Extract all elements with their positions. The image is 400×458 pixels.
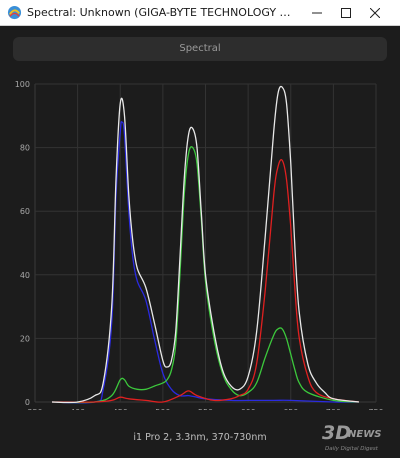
series-line: [51, 85, 359, 404]
watermark-tagline: Daily Digital Digest: [325, 446, 378, 452]
x-tick-label: 550: [198, 408, 213, 410]
maximize-icon: [341, 8, 351, 18]
window-client: Spectral 0 20 40 60 80 100 350 400 450 500 550 600…: [0, 27, 400, 458]
y-tick-label: 40: [20, 271, 30, 280]
x-tick-label: 650: [283, 408, 298, 410]
tab-spectral[interactable]: Spectral: [13, 37, 387, 61]
title-bar: Spectral: Unknown (GIGA-BYTE TECHNOLOGY …: [0, 0, 400, 26]
spectral-chart: 0 20 40 60 80 100 350 400 450 500 550 600 650 700 750: [15, 80, 384, 410]
x-tick-label: 450: [113, 408, 128, 410]
y-tick-label: 80: [20, 144, 30, 153]
x-tick-label: 600: [240, 408, 255, 410]
minimize-button[interactable]: [302, 0, 332, 26]
x-tick-label: 700: [326, 408, 341, 410]
window-title: Spectral: Unknown (GIGA-BYTE TECHNOLOGY …: [27, 6, 297, 19]
x-tick-label: 350: [27, 408, 42, 410]
spectral-app-icon: [7, 5, 22, 20]
y-tick-labels: 0 20 40 60 80 100: [15, 80, 30, 407]
chart-series: [51, 85, 359, 404]
watermark-brand: 3D: [322, 422, 351, 444]
close-button[interactable]: [360, 0, 390, 26]
x-tick-label: 750: [368, 408, 383, 410]
3dnews-watermark: 3D NEWS Daily Digital Digest: [322, 423, 386, 458]
y-tick-label: 20: [20, 334, 30, 343]
x-tick-label: 500: [155, 408, 170, 410]
x-tick-label: 400: [70, 408, 85, 410]
instrument-caption: i1 Pro 2, 3.3nm, 370-730nm: [133, 432, 267, 443]
x-tick-labels: 350 400 450 500 550 600 650 700 750: [27, 408, 383, 410]
watermark-news: NEWS: [348, 429, 382, 440]
maximize-button[interactable]: [331, 0, 361, 26]
y-tick-label: 60: [20, 207, 30, 216]
minimize-icon: [312, 12, 322, 14]
chart-grid: [34, 83, 377, 403]
y-tick-label: 0: [25, 398, 30, 407]
y-tick-label: 100: [15, 80, 30, 89]
series-line: [51, 158, 359, 403]
close-icon: [370, 8, 380, 18]
